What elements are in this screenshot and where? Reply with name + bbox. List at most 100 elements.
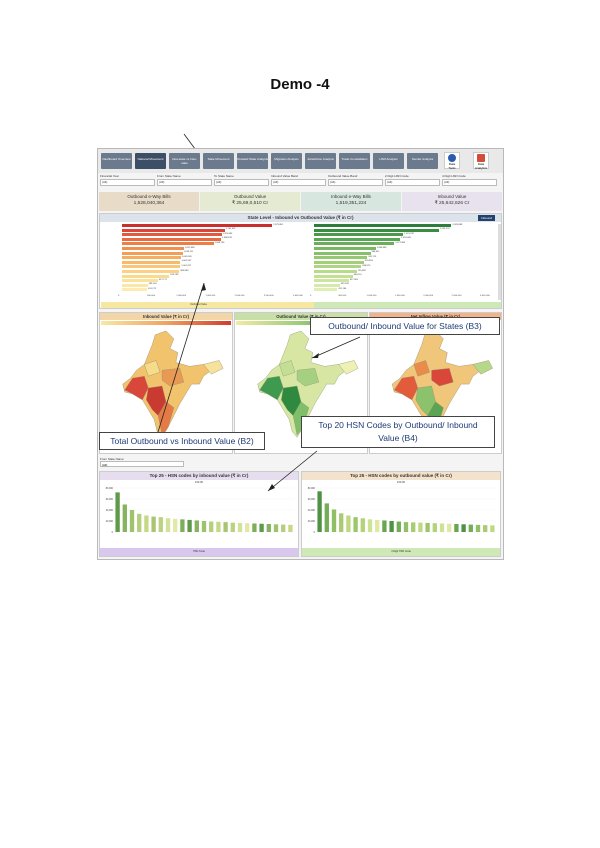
hsn-bar[interactable] xyxy=(331,509,337,532)
hsn-bar[interactable] xyxy=(396,521,401,532)
nav-button[interactable]: Migration Analysis xyxy=(271,153,302,169)
hsn-bar[interactable] xyxy=(432,523,437,532)
data-analytics-icon[interactable]: Data Analytics xyxy=(473,152,489,170)
hsn-bar[interactable] xyxy=(461,524,466,532)
nav-button[interactable]: Intra-state vs Inter-state xyxy=(169,153,200,169)
bar[interactable] xyxy=(314,270,357,273)
hsn-bar[interactable] xyxy=(158,517,163,532)
hsn-bar[interactable] xyxy=(418,522,423,532)
filter-dropdown[interactable]: (All) xyxy=(442,179,497,186)
nav-button[interactable]: National Movement xyxy=(135,153,166,169)
filter-dropdown[interactable]: (All) xyxy=(328,179,383,186)
hsn-bar[interactable] xyxy=(273,524,279,532)
hsn-bar[interactable] xyxy=(439,523,445,532)
filter-dropdown[interactable]: (All) xyxy=(385,179,440,186)
hsn-bar[interactable] xyxy=(375,519,380,532)
hsn-bar[interactable] xyxy=(129,510,135,532)
hsn-bar[interactable] xyxy=(468,524,473,532)
hsn-bar[interactable] xyxy=(353,517,358,532)
hsn-bar[interactable] xyxy=(194,520,199,532)
hsn-bar[interactable] xyxy=(389,521,394,532)
data-tools-icon[interactable]: Data Tools xyxy=(444,152,460,170)
nav-button[interactable]: Outward State Analysis xyxy=(237,153,268,169)
hsn-bar[interactable] xyxy=(173,518,178,532)
hsn-bar[interactable] xyxy=(245,523,250,532)
bar[interactable] xyxy=(314,279,349,283)
bar[interactable] xyxy=(314,256,368,260)
bar[interactable] xyxy=(314,251,371,255)
bar[interactable] xyxy=(122,270,180,273)
nav-button[interactable]: State Movement xyxy=(203,153,234,169)
bar[interactable] xyxy=(122,237,222,241)
hsn-bar[interactable] xyxy=(122,504,127,533)
hsn-bar[interactable] xyxy=(403,522,409,532)
hsn-bar[interactable] xyxy=(281,524,286,532)
bar[interactable] xyxy=(122,247,184,250)
hsn-bar[interactable] xyxy=(447,523,452,532)
bar[interactable] xyxy=(122,228,225,232)
hsn-bar[interactable] xyxy=(324,503,329,532)
bar[interactable] xyxy=(122,265,181,269)
hsn-bar[interactable] xyxy=(425,522,430,532)
bar[interactable] xyxy=(122,224,273,227)
bar[interactable] xyxy=(122,279,158,283)
bar[interactable] xyxy=(122,256,181,260)
hsn-bar[interactable] xyxy=(288,524,293,532)
bar[interactable] xyxy=(122,274,170,278)
nav-button[interactable]: Dashboard Overview xyxy=(101,153,132,169)
hsn-bar[interactable] xyxy=(165,518,171,532)
filter-dropdown[interactable]: (All) xyxy=(100,179,155,186)
hsn-bar[interactable] xyxy=(201,521,207,532)
nav-button[interactable]: HSN Analysis xyxy=(373,153,404,169)
hsn-bar[interactable] xyxy=(317,491,322,532)
bar[interactable] xyxy=(122,260,181,264)
nav-button[interactable]: Sender Analysis xyxy=(407,153,438,169)
hsn-bar[interactable] xyxy=(137,513,142,532)
hsn-bar[interactable] xyxy=(230,522,235,532)
hsn-bar[interactable] xyxy=(252,523,257,532)
nav-button[interactable]: Trade Constellation xyxy=(339,153,370,169)
hsn-bar[interactable] xyxy=(411,522,416,532)
hsn-bar[interactable] xyxy=(237,522,243,532)
filter-dropdown[interactable]: (All) xyxy=(214,179,269,186)
bar[interactable] xyxy=(122,288,148,292)
bar[interactable] xyxy=(314,228,439,232)
hsn-bar[interactable] xyxy=(209,521,214,532)
filter-dropdown[interactable]: (All) xyxy=(157,179,212,186)
hsn-bar[interactable] xyxy=(454,524,459,532)
hsn-bar[interactable] xyxy=(187,519,192,532)
bar[interactable] xyxy=(314,288,338,292)
inbound-tag[interactable]: Inbound xyxy=(478,215,495,221)
hsn-bar[interactable] xyxy=(115,492,120,532)
hsn-bar[interactable] xyxy=(367,519,373,532)
bar[interactable] xyxy=(122,242,214,246)
bar[interactable] xyxy=(122,251,183,255)
hsn-bar[interactable] xyxy=(475,524,481,532)
bar[interactable] xyxy=(314,260,364,264)
bar[interactable] xyxy=(314,242,395,246)
hsn-bar[interactable] xyxy=(216,521,221,532)
hsn-bar[interactable] xyxy=(339,513,344,532)
hsn-bar[interactable] xyxy=(483,525,488,532)
hsn-bar[interactable] xyxy=(144,515,149,533)
from-state-select[interactable]: (All) xyxy=(100,461,184,467)
filter-dropdown[interactable]: (All) xyxy=(271,179,326,186)
bar[interactable] xyxy=(314,265,362,269)
hsn-bar[interactable] xyxy=(490,525,495,532)
hsn-bar[interactable] xyxy=(151,516,156,532)
hsn-bar[interactable] xyxy=(266,524,271,532)
hsn-bar[interactable] xyxy=(360,518,365,532)
hsn-bar[interactable] xyxy=(382,520,387,532)
bar[interactable] xyxy=(314,237,401,241)
hsn-bar[interactable] xyxy=(259,523,264,532)
bar[interactable] xyxy=(122,283,148,287)
bar[interactable] xyxy=(314,233,404,237)
hsn-bar[interactable] xyxy=(346,515,351,533)
hsn-bar[interactable] xyxy=(223,522,228,532)
bar[interactable] xyxy=(314,247,376,250)
hsn-bar[interactable] xyxy=(180,519,185,532)
scrollbar[interactable] xyxy=(498,224,501,300)
bar[interactable] xyxy=(314,224,452,227)
bar[interactable] xyxy=(314,274,353,278)
bar[interactable] xyxy=(314,283,340,287)
